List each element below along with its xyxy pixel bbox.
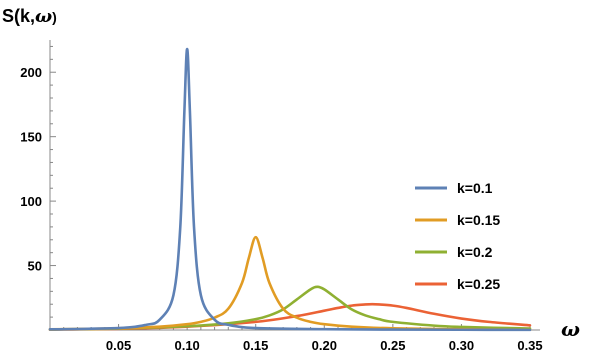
y-axis-label: S(k,ω) bbox=[2, 6, 57, 27]
series-layer bbox=[48, 47, 532, 332]
x-tick-label: 0.25 bbox=[380, 338, 405, 353]
y-axis-label-prefix: S(k, bbox=[2, 6, 35, 26]
legend: k=0.1 k=0.15 k=0.2 k=0.25 bbox=[415, 180, 500, 292]
legend-label: k=0.2 bbox=[457, 244, 493, 260]
x-tick-label: 0.20 bbox=[312, 338, 337, 353]
series-line-k-0-1 bbox=[48, 47, 532, 332]
y-tick-label: 50 bbox=[28, 259, 42, 274]
y-axis-label-suffix: ) bbox=[52, 9, 57, 25]
x-tick-label: 0.15 bbox=[243, 338, 268, 353]
legend-label: k=0.25 bbox=[457, 276, 500, 292]
x-tick-label: 0.10 bbox=[174, 338, 199, 353]
x-axis-label: ω bbox=[561, 317, 580, 341]
legend-label: k=0.15 bbox=[457, 212, 500, 228]
y-axis-label-symbol: ω bbox=[35, 6, 52, 27]
x-tick-label: 0.35 bbox=[517, 338, 542, 353]
x-tick-label: 0.05 bbox=[106, 338, 131, 353]
y-tick-label: 100 bbox=[20, 194, 42, 209]
y-tick-label: 150 bbox=[20, 130, 42, 145]
x-tick-label: 0.30 bbox=[449, 338, 474, 353]
series-line-k-0-2 bbox=[48, 285, 532, 331]
legend-label: k=0.1 bbox=[457, 180, 493, 196]
series-line-k-0-15 bbox=[48, 235, 532, 332]
y-tick-label: 200 bbox=[20, 65, 42, 80]
